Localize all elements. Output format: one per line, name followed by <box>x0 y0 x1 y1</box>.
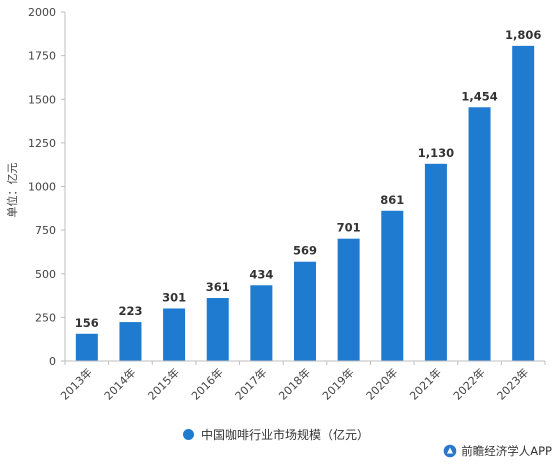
data-label: 301 <box>162 290 186 304</box>
y-tick-label: 1750 <box>28 50 56 63</box>
bar <box>119 322 142 361</box>
bar <box>250 285 273 361</box>
x-tick-label: 2023年 <box>494 365 531 402</box>
legend-swatch <box>183 429 194 440</box>
bar <box>512 45 535 362</box>
source-credit: 前瞻经济学人APP <box>443 443 552 459</box>
bar <box>75 333 98 361</box>
bars: 156 223 301 361 434 569 701 861 1,130 1,454 1,806 <box>75 28 541 362</box>
legend-label: 中国咖啡行业市场规模（亿元） <box>201 428 370 442</box>
y-tick-label: 0 <box>49 355 56 368</box>
bar <box>294 261 316 361</box>
x-tick-label: 2017年 <box>232 365 269 402</box>
y-tick-label: 250 <box>35 311 56 324</box>
legend: 中国咖啡行业市场规模（亿元） <box>183 426 369 443</box>
app-logo-icon <box>443 444 457 458</box>
x-axis: 2013年 2014年 2015年 2016年 2017年 2018年 2019年 2020年… <box>57 360 546 403</box>
x-tick-label: 2022年 <box>450 365 487 402</box>
x-tick-label: 2014年 <box>101 365 138 402</box>
y-tick-label: 750 <box>35 224 56 237</box>
x-tick-label: 2016年 <box>188 365 225 402</box>
x-tick-label: 2013年 <box>57 365 94 402</box>
x-tick-label: 2019年 <box>319 365 356 402</box>
data-label: 701 <box>337 221 361 235</box>
y-tick-label: 2000 <box>28 6 56 19</box>
source-label: 前瞻经济学人APP <box>461 444 552 458</box>
x-tick-label: 2021年 <box>407 365 444 402</box>
y-tick-label: 1250 <box>28 137 56 150</box>
data-label: 1,806 <box>505 28 541 42</box>
bar <box>424 163 447 361</box>
data-label: 1,454 <box>461 89 497 103</box>
data-label: 434 <box>249 267 273 281</box>
bar <box>337 238 360 361</box>
x-tick-label: 2020年 <box>363 365 400 402</box>
data-label: 156 <box>75 316 99 330</box>
data-label: 223 <box>118 304 142 318</box>
y-tick-label: 1000 <box>28 181 56 194</box>
x-tick-label: 2018年 <box>276 365 313 402</box>
bar <box>381 210 404 361</box>
data-label: 861 <box>380 193 404 207</box>
bar <box>206 298 229 361</box>
x-tick-label: 2015年 <box>145 365 182 402</box>
bar <box>163 308 186 361</box>
y-axis: 0 250 500 750 1000 1250 1500 1750 2000 <box>28 6 66 368</box>
y-axis-label: 单位：亿元 <box>5 163 19 218</box>
data-label: 569 <box>293 244 317 258</box>
y-tick-label: 1500 <box>28 93 56 106</box>
data-label: 1,130 <box>418 146 454 160</box>
y-tick-label: 500 <box>35 268 56 281</box>
bar <box>468 107 491 361</box>
data-label: 361 <box>206 280 230 294</box>
